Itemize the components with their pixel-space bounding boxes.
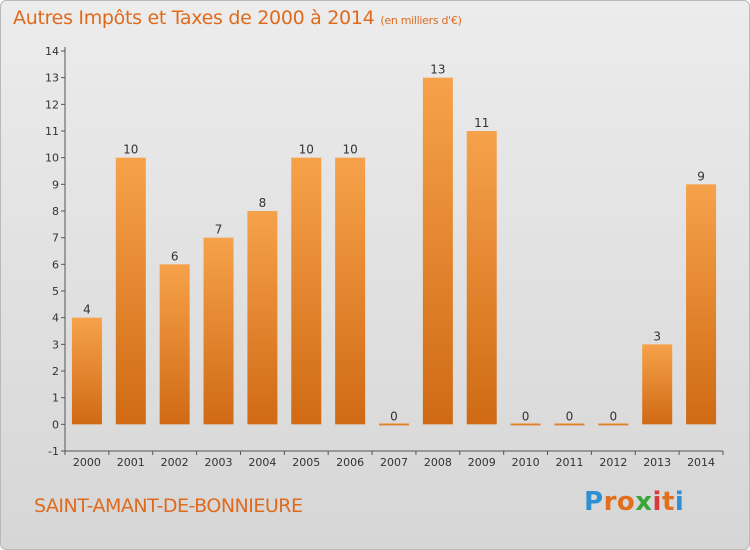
logo-letter: i — [652, 487, 662, 517]
y-tick-label: 11 — [45, 125, 59, 138]
bar-2012 — [598, 423, 629, 426]
x-tick-label: 2003 — [205, 456, 233, 469]
bar-2010 — [510, 423, 541, 426]
x-tick-label: 2008 — [424, 456, 452, 469]
data-label-2006: 10 — [342, 143, 357, 157]
data-label-2010: 0 — [522, 409, 530, 423]
data-label-2008: 13 — [430, 63, 445, 77]
chart-title-text: Autres Impôts et Taxes de 2000 à 2014 — [13, 7, 375, 29]
y-tick-label: 0 — [52, 418, 59, 431]
y-tick-label: 12 — [45, 98, 59, 111]
data-label-2003: 7 — [215, 223, 223, 237]
chart-unit: (en milliers d'€) — [380, 14, 462, 27]
data-label-2001: 10 — [123, 143, 138, 157]
x-tick-label: 2001 — [117, 456, 145, 469]
data-label-2012: 0 — [610, 409, 618, 423]
logo-letter: i — [674, 487, 685, 517]
bar-2003 — [203, 237, 234, 425]
y-tick-label: 4 — [52, 312, 59, 325]
bar-2007 — [379, 423, 409, 426]
bar-2005 — [291, 157, 322, 425]
y-tick-label: 3 — [52, 338, 59, 351]
y-tick-label: 13 — [45, 72, 59, 85]
data-label-2009: 11 — [474, 116, 489, 130]
data-label-2007: 0 — [390, 409, 398, 423]
logo-letter: r — [603, 487, 617, 517]
y-tick-label: 10 — [45, 152, 59, 165]
x-tick-label: 2011 — [555, 456, 583, 469]
logo-letter: o — [616, 487, 636, 517]
x-tick-label: 2002 — [161, 456, 189, 469]
commune-name: SAINT-AMANT-DE-BONNIEURE — [34, 495, 303, 517]
y-tick-label: 5 — [52, 285, 59, 298]
x-tick-label: 2010 — [512, 456, 540, 469]
data-label-2002: 6 — [171, 249, 179, 263]
data-label-2011: 0 — [566, 409, 574, 423]
data-label-2000: 4 — [83, 303, 91, 317]
x-tick-label: 2000 — [73, 456, 101, 469]
logo-letter: x — [635, 487, 653, 517]
x-tick-label: 2005 — [292, 456, 320, 469]
y-tick-label: -1 — [48, 445, 59, 458]
y-tick-label: 7 — [52, 232, 59, 245]
y-tick-label: 8 — [52, 205, 59, 218]
bar-2013 — [642, 344, 673, 425]
data-label-2005: 10 — [299, 143, 314, 157]
x-tick-label: 2009 — [468, 456, 496, 469]
x-tick-label: 2012 — [599, 456, 627, 469]
bar-2002 — [159, 264, 190, 425]
bar-2006 — [335, 157, 366, 425]
bar-2001 — [115, 157, 146, 425]
data-label-2013: 3 — [653, 329, 661, 343]
data-label-2004: 8 — [259, 196, 267, 210]
y-tick-label: 14 — [45, 45, 59, 58]
y-tick-label: 1 — [52, 392, 59, 405]
proxiti-logo: Proxiti — [584, 487, 684, 517]
bar-2009 — [466, 131, 497, 425]
x-tick-label: 2014 — [687, 456, 715, 469]
y-tick-label: 6 — [52, 258, 59, 271]
x-tick-label: 2007 — [380, 456, 408, 469]
chart-title: Autres Impôts et Taxes de 2000 à 2014 (en… — [13, 7, 462, 29]
bar-2004 — [247, 211, 278, 425]
logo-letter: t — [661, 487, 675, 517]
bar-2008 — [422, 77, 453, 425]
logo-letter: P — [584, 487, 604, 517]
data-label-2014: 9 — [697, 169, 705, 183]
bar-2000 — [71, 317, 102, 425]
data-labels: 4 10 6 7 8 10 10 0 13 11 0 0 0 3 9 — [83, 63, 705, 424]
y-tick-label: 2 — [52, 365, 59, 378]
bars — [71, 77, 717, 426]
x-tick-label: 2013 — [643, 456, 671, 469]
bar-2014 — [686, 184, 717, 425]
x-tick-label: 2006 — [336, 456, 364, 469]
y-tick-label: 9 — [52, 178, 59, 191]
x-tick-label: 2004 — [248, 456, 276, 469]
bar-2011 — [554, 423, 585, 426]
